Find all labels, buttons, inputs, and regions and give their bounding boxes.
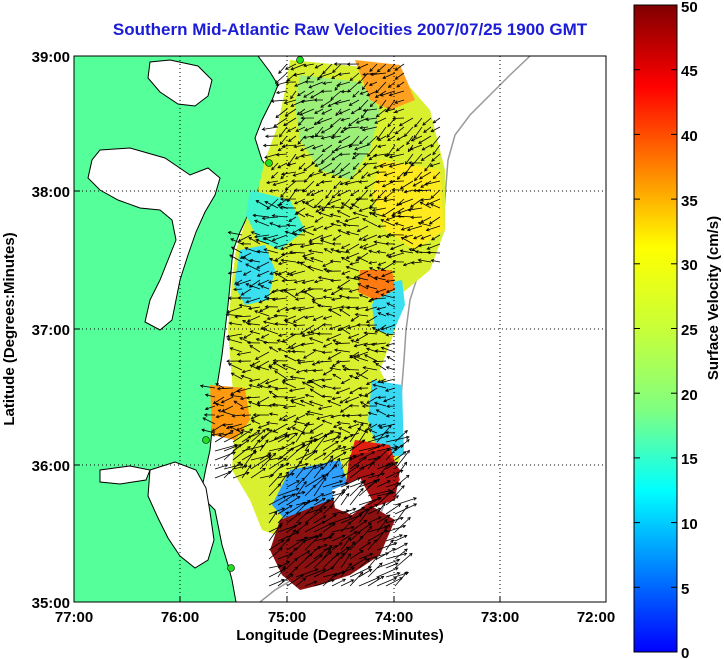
colorbar-tick-label: 20 [681, 387, 698, 404]
colorbar-tick-label: 50 [681, 0, 698, 16]
colorbar-tick-label: 10 [681, 516, 698, 533]
x-axis: 77:00 76:00 75:00 74:00 73:00 72:00 Long… [55, 596, 615, 644]
colorbar-tick-label: 15 [681, 451, 698, 468]
y-tick-label: 37:00 [32, 322, 70, 339]
x-tick-label: 75:00 [268, 609, 306, 626]
station-marker [265, 159, 273, 167]
chesapeake-bay [87, 147, 221, 331]
colorbar-gradient [633, 4, 678, 653]
x-tick-label: 72:00 [577, 609, 615, 626]
colorbar: 50 45 40 35 30 25 20 15 10 5 0 Surface V… [633, 0, 722, 659]
colorbar-tick-label: 0 [681, 645, 689, 659]
x-tick-label: 74:00 [375, 609, 413, 626]
station-marker [202, 436, 210, 444]
colorbar-tick-label: 30 [681, 257, 698, 274]
colorbar-tick-label: 5 [681, 581, 689, 598]
velocity-arrows [199, 62, 441, 587]
colorbar-tick-label: 45 [681, 63, 698, 80]
x-axis-label: Longitude (Degrees:Minutes) [236, 627, 444, 644]
pamlico-sound [147, 461, 215, 569]
y-axis: 39:00 38:00 37:00 36:00 35:00 Latitude (… [1, 49, 80, 612]
radar-stations [202, 56, 304, 572]
x-tick-label: 77:00 [55, 609, 93, 626]
station-marker [296, 56, 304, 64]
x-tick-label: 73:00 [481, 609, 519, 626]
albemarle-sound [99, 465, 151, 485]
colorbar-tick-label: 40 [681, 128, 698, 145]
y-tick-label: 35:00 [32, 595, 70, 612]
grid [74, 56, 606, 602]
station-marker [227, 564, 235, 572]
x-tick-label: 76:00 [161, 609, 199, 626]
delaware-bay [147, 59, 213, 107]
map-title: Southern Mid-Atlantic Raw Velocities 200… [112, 20, 588, 39]
y-axis-label: Latitude (Degrees:Minutes) [1, 232, 18, 425]
colorbar-tick-label: 35 [681, 193, 698, 210]
colorbar-label: Surface Velocity (cm/s) [705, 216, 722, 380]
colorbar-tick-label: 25 [681, 322, 698, 339]
y-tick-label: 39:00 [32, 49, 70, 66]
y-tick-label: 36:00 [32, 458, 70, 475]
y-tick-label: 38:00 [32, 184, 70, 201]
